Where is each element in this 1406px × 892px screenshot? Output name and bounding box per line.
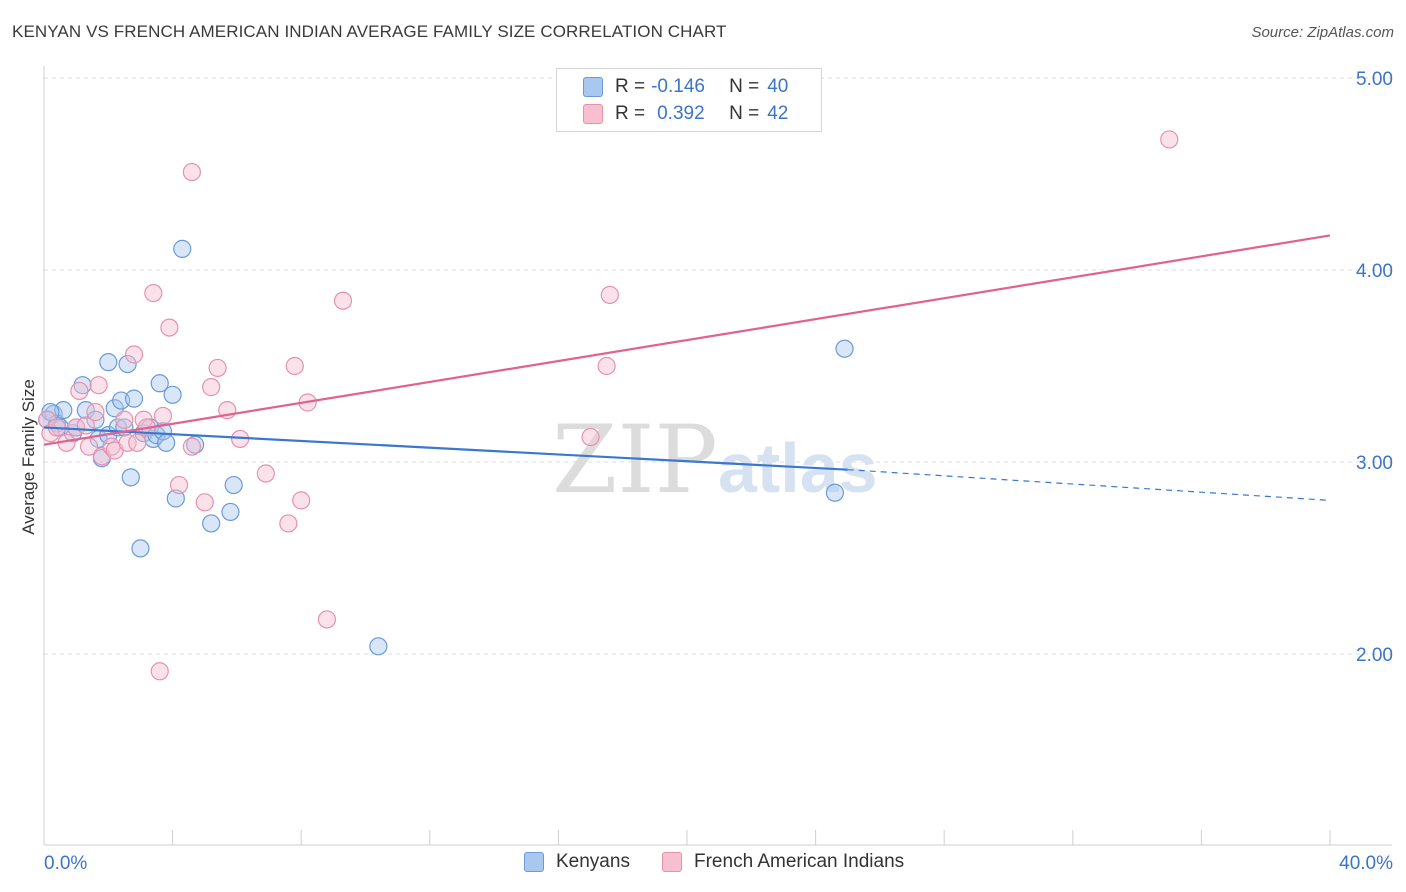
kenyans-trend-extension xyxy=(847,469,1331,501)
r-label: R = xyxy=(615,103,646,124)
axes xyxy=(43,66,1392,846)
n-value: 42 xyxy=(767,103,789,124)
kenyans-point xyxy=(221,502,240,522)
n-label: N = xyxy=(729,103,760,124)
french-american-indians-point xyxy=(256,464,275,483)
french-american-indians-point xyxy=(169,475,189,495)
french-american-indians-point xyxy=(182,437,201,456)
french-american-indians-point xyxy=(195,493,214,512)
french-american-indians-point xyxy=(285,356,304,376)
gridlines xyxy=(44,77,1392,655)
french-american-indians-point xyxy=(70,381,89,401)
kenyans-point xyxy=(150,374,169,393)
tick-labels: 2.00 3.00 4.00 5.00 0.0% 40.0% xyxy=(44,69,1393,874)
french-american-indians-legend-swatch xyxy=(662,852,682,872)
french-american-indians-point xyxy=(208,358,227,378)
legend-row-french-american-indians: R = 0.392 N = 42 xyxy=(583,101,788,127)
kenyans-swatch xyxy=(583,77,603,97)
french-american-indians-point xyxy=(118,433,137,452)
french-american-indians-point xyxy=(182,162,201,182)
data-points xyxy=(38,130,1179,681)
y-tick-label: 5.00 xyxy=(1356,69,1393,90)
r-label: R = xyxy=(615,76,646,97)
kenyans-legend-label: Kenyans xyxy=(556,851,630,872)
french-american-indians-point xyxy=(317,610,337,629)
kenyans-legend-swatch xyxy=(524,852,544,872)
kenyans-point xyxy=(224,475,243,495)
y-axis-label: Average Family Size xyxy=(19,379,38,535)
chart-title: KENYAN VS FRENCH AMERICAN INDIAN AVERAGE… xyxy=(12,22,727,41)
french-american-indians-point xyxy=(292,491,311,510)
legend-row-kenyans: R = -0.146 N = 40 xyxy=(583,74,788,100)
french-american-indians-point xyxy=(581,427,600,447)
french-american-indians-swatch xyxy=(583,104,603,124)
y-tick-label: 3.00 xyxy=(1356,453,1393,474)
kenyans-point xyxy=(835,339,854,358)
french-american-indians-point xyxy=(150,662,169,681)
kenyans-point xyxy=(173,239,192,258)
french-american-indians-point xyxy=(89,376,108,395)
french-american-indians-point xyxy=(202,378,221,397)
kenyans-point xyxy=(121,468,140,487)
french-american-indians-point xyxy=(597,356,616,376)
y-tick-label: 4.00 xyxy=(1356,261,1393,282)
french-american-indians-point xyxy=(153,406,173,426)
french-american-indians-point xyxy=(124,345,144,364)
kenyans-point xyxy=(163,385,182,404)
kenyans-point xyxy=(202,514,221,533)
kenyans-point xyxy=(131,539,150,558)
bottom-legend-french-american-indians: French American Indians xyxy=(662,851,904,873)
french-american-indians-point xyxy=(1160,130,1179,149)
french-american-indians-point xyxy=(128,433,147,452)
kenyans-point xyxy=(73,376,92,395)
french-american-indians-point xyxy=(115,410,134,429)
chart-source: Source: ZipAtlas.com xyxy=(1251,24,1394,41)
kenyans-point xyxy=(118,354,137,374)
kenyans-point xyxy=(124,389,144,408)
french-american-indians-point xyxy=(144,283,163,303)
kenyans-point xyxy=(825,483,844,502)
r-value: -0.146 xyxy=(651,76,705,97)
bottom-legend-kenyans: Kenyans xyxy=(524,851,630,873)
kenyans-point xyxy=(369,637,388,656)
french-american-indians-trend-line xyxy=(43,234,1331,446)
kenyans-point xyxy=(166,489,185,508)
n-label: N = xyxy=(729,76,760,97)
x-tick-label: 40.0% xyxy=(1339,853,1393,874)
correlation-legend: R = -0.146 N = 40 R = 0.392 N = 42 xyxy=(556,68,822,132)
french-american-indians-point xyxy=(333,291,353,310)
n-value: 40 xyxy=(767,76,789,97)
kenyans-point xyxy=(157,433,176,452)
y-tick-label: 2.00 xyxy=(1356,645,1393,666)
kenyans-point xyxy=(99,353,118,372)
x-tick-label: 0.0% xyxy=(44,853,87,874)
r-value: 0.392 xyxy=(657,103,705,124)
kenyans-trend-line xyxy=(43,426,848,471)
french-american-indians-point xyxy=(600,285,619,305)
french-american-indians-legend-label: French American Indians xyxy=(694,851,905,872)
french-american-indians-point xyxy=(279,514,298,533)
french-american-indians-point xyxy=(86,402,105,422)
kenyans-point xyxy=(86,410,105,429)
french-american-indians-point xyxy=(160,318,179,337)
trend-lines xyxy=(43,234,1331,501)
